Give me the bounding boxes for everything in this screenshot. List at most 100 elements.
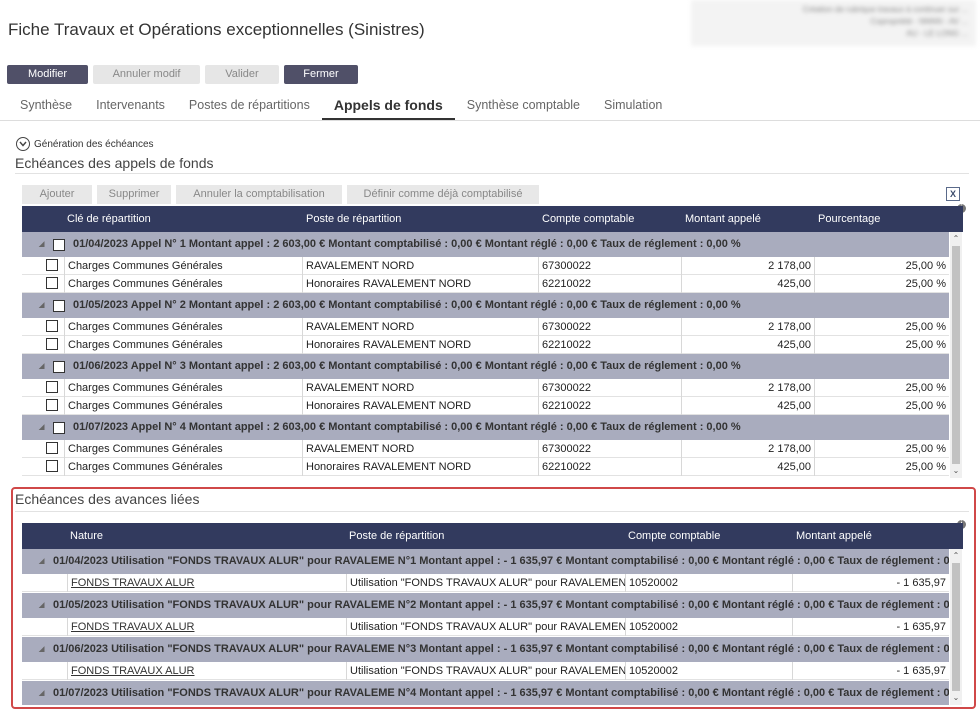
table-row[interactable]: Charges Communes Générales RAVALEMENT NOR…: [22, 379, 949, 397]
collapse-triangle-icon[interactable]: ◢: [39, 602, 45, 609]
avances-highlight-box: [11, 487, 976, 709]
col-cle-repartition[interactable]: Clé de répartition: [67, 213, 151, 225]
col-poste-repartition[interactable]: Poste de répartition: [349, 530, 445, 542]
row-checkbox[interactable]: [46, 381, 58, 393]
scroll-up-icon[interactable]: ⌃: [952, 234, 960, 243]
table-row[interactable]: Charges Communes Générales Honoraires RAV…: [22, 275, 949, 293]
excel-export-icon[interactable]: X: [946, 187, 960, 201]
ajouter-button[interactable]: Ajouter: [22, 185, 92, 204]
row-checkbox[interactable]: [46, 277, 58, 289]
row-checkbox[interactable]: [46, 442, 58, 454]
cell-nature[interactable]: FONDS TRAVAUX ALUR: [67, 574, 346, 592]
cell-nature[interactable]: FONDS TRAVAUX ALUR: [67, 618, 346, 636]
col-nature[interactable]: Nature: [70, 530, 104, 542]
cell-cle: Charges Communes Générales: [64, 440, 302, 458]
table-row[interactable]: Charges Communes Générales Honoraires RAV…: [22, 336, 949, 354]
avances-section-title: Echéances des avances liées: [15, 491, 200, 507]
cell-poste: Honoraires RAVALEMENT NORD: [302, 397, 538, 415]
cell-pct: 25,00 %: [814, 458, 949, 476]
group-checkbox[interactable]: [53, 300, 65, 312]
valider-button[interactable]: Valider: [205, 65, 279, 84]
col-poste-repartition[interactable]: Poste de répartition: [306, 213, 402, 225]
supprimer-button[interactable]: Supprimer: [97, 185, 171, 204]
cell-montant: - 1 635,97: [792, 662, 949, 680]
group-checkbox[interactable]: [53, 361, 65, 373]
cell-montant: 425,00: [681, 397, 814, 415]
table-row[interactable]: Charges Communes Générales RAVALEMENT NOR…: [22, 318, 949, 336]
collapse-triangle-icon[interactable]: ◢: [39, 302, 45, 309]
cell-compte: 62210022: [538, 336, 681, 354]
collapse-triangle-icon[interactable]: ◢: [39, 424, 45, 431]
group-row[interactable]: ◢ 01/04/2023 Utilisation "FONDS TRAVAUX A…: [22, 549, 949, 574]
scroll-down-icon[interactable]: ⌄: [952, 693, 960, 702]
group-row[interactable]: ◢ 01/04/2023 Appel N° 1 Montant appel : 2…: [22, 232, 949, 257]
tab-intervenants[interactable]: Intervenants: [96, 98, 165, 112]
tab-synthese-comptable[interactable]: Synthèse comptable: [466, 98, 580, 112]
table-row[interactable]: Charges Communes Générales Honoraires RAV…: [22, 397, 949, 415]
collapse-triangle-icon[interactable]: ◢: [39, 241, 45, 248]
scroll-up-icon[interactable]: ⌃: [952, 551, 960, 560]
row-checkbox[interactable]: [46, 259, 58, 271]
fonds-travaux-link[interactable]: FONDS TRAVAUX ALUR: [71, 621, 195, 633]
generation-toggle[interactable]: Génération des échéances: [16, 137, 154, 151]
group-checkbox[interactable]: [53, 239, 65, 251]
table-row[interactable]: Charges Communes Générales Honoraires RAV…: [22, 458, 949, 476]
chevron-down-circle-icon: [16, 137, 30, 151]
table-row[interactable]: Charges Communes Générales RAVALEMENT NOR…: [22, 440, 949, 458]
collapse-triangle-icon[interactable]: ◢: [39, 363, 45, 370]
generation-label: Génération des échéances: [34, 138, 154, 150]
tab-synthese[interactable]: Synthèse: [20, 98, 73, 112]
appels-grid: Clé de répartition Poste de répartition …: [22, 206, 963, 478]
tab-appels-de-fonds[interactable]: Appels de fonds: [321, 96, 455, 120]
row-checkbox[interactable]: [46, 320, 58, 332]
row-checkbox[interactable]: [46, 460, 58, 472]
cell-pct: 25,00 %: [814, 379, 949, 397]
fonds-travaux-link[interactable]: FONDS TRAVAUX ALUR: [71, 665, 195, 677]
modifier-button[interactable]: Modifier: [7, 65, 88, 84]
collapse-triangle-icon[interactable]: ◢: [39, 558, 45, 565]
col-pourcentage[interactable]: Pourcentage: [818, 213, 881, 225]
cell-compte: 67300022: [538, 318, 681, 336]
col-montant-appele[interactable]: Montant appelé: [685, 213, 761, 225]
cell-compte: 67300022: [538, 257, 681, 275]
cell-montant: 425,00: [681, 275, 814, 293]
annuler-modif-button[interactable]: Annuler modif: [93, 65, 200, 84]
row-checkbox[interactable]: [46, 338, 58, 350]
tab-simulation[interactable]: Simulation: [604, 98, 663, 112]
collapse-triangle-icon[interactable]: ◢: [39, 690, 45, 697]
table-row[interactable]: FONDS TRAVAUX ALUR Utilisation "FONDS TRA…: [22, 574, 949, 592]
tab-postes-repartitions[interactable]: Postes de répartitions: [188, 98, 310, 112]
collapse-triangle-icon[interactable]: ◢: [39, 646, 45, 653]
cell-poste: Utilisation "FONDS TRAVAUX ALUR" pour RA…: [346, 574, 625, 592]
fonds-travaux-link[interactable]: FONDS TRAVAUX ALUR: [71, 577, 195, 589]
row-checkbox[interactable]: [46, 399, 58, 411]
col-montant-appele[interactable]: Montant appelé: [796, 530, 872, 542]
cell-pct: 25,00 %: [814, 336, 949, 354]
definir-deja-comptabilise-button[interactable]: Définir comme déjà comptabilisé: [347, 185, 539, 204]
table-row[interactable]: FONDS TRAVAUX ALUR Utilisation "FONDS TRA…: [22, 662, 949, 680]
cell-nature[interactable]: FONDS TRAVAUX ALUR: [67, 662, 346, 680]
cell-cle: Charges Communes Générales: [64, 379, 302, 397]
group-summary: 01/07/2023 Appel N° 4 Montant appel : 2 …: [73, 421, 741, 433]
group-row[interactable]: ◢ 01/07/2023 Appel N° 4 Montant appel : 2…: [22, 415, 949, 440]
group-row[interactable]: ◢ 01/06/2023 Appel N° 3 Montant appel : 2…: [22, 354, 949, 379]
group-row[interactable]: ◢ 01/06/2023 Utilisation "FONDS TRAVAUX A…: [22, 637, 949, 662]
table-row[interactable]: Charges Communes Générales RAVALEMENT NOR…: [22, 257, 949, 275]
group-checkbox[interactable]: [53, 422, 65, 434]
cell-cle: Charges Communes Générales: [64, 397, 302, 415]
group-row[interactable]: ◢ 01/05/2023 Appel N° 2 Montant appel : 2…: [22, 293, 949, 318]
cell-pct: 25,00 %: [814, 318, 949, 336]
scroll-down-icon[interactable]: ⌄: [952, 466, 960, 475]
group-row[interactable]: ◢ 01/07/2023 Utilisation "FONDS TRAVAUX A…: [22, 681, 949, 705]
col-compte-comptable[interactable]: Compte comptable: [542, 213, 635, 225]
fermer-button[interactable]: Fermer: [284, 65, 358, 84]
col-compte-comptable[interactable]: Compte comptable: [628, 530, 721, 542]
group-row[interactable]: ◢ 01/05/2023 Utilisation "FONDS TRAVAUX A…: [22, 593, 949, 618]
scroll-thumb[interactable]: [952, 563, 960, 691]
scroll-thumb[interactable]: [952, 246, 960, 464]
appels-scrollbar[interactable]: ⌃ ⌄: [950, 232, 962, 478]
avances-scrollbar[interactable]: ⌃ ⌄: [950, 549, 962, 705]
avances-grid: Nature Poste de répartition Compte compt…: [22, 523, 963, 705]
table-row[interactable]: FONDS TRAVAUX ALUR Utilisation "FONDS TRA…: [22, 618, 949, 636]
annuler-comptabilisation-button[interactable]: Annuler la comptabilisation: [176, 185, 342, 204]
